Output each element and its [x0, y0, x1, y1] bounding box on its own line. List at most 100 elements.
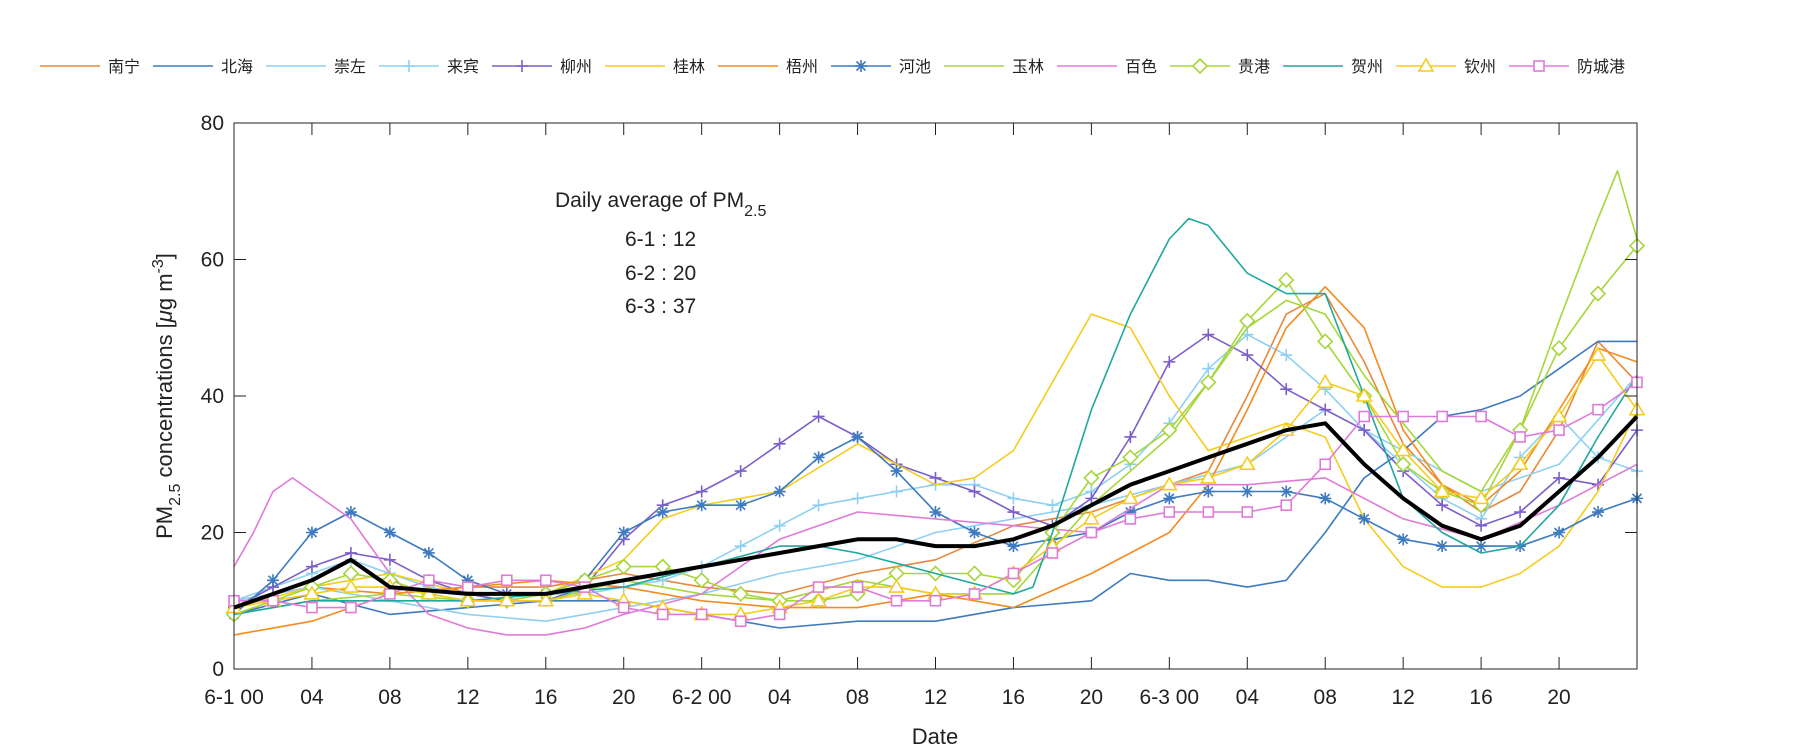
x-tick-label: 12 [456, 686, 479, 709]
series-4-point [1202, 328, 1215, 341]
x-tick-label: 04 [300, 686, 324, 709]
x-tick-label: 12 [924, 686, 947, 709]
series-7-point [305, 526, 318, 539]
legend-label: 贵港 [1238, 58, 1270, 76]
series-14 [233, 415, 1639, 610]
series-13-point [539, 574, 552, 587]
annotation-line-2: 6-2 : 20 [625, 262, 696, 285]
y-axis-title-rest: concentrations [ [152, 322, 177, 483]
series-12-point [1316, 373, 1334, 389]
legend-label: 钦州 [1464, 58, 1496, 76]
series-7-point [851, 430, 864, 443]
legend-entry: 桂林 [605, 58, 705, 76]
series-7-point [1202, 485, 1215, 498]
series-7-point [1280, 485, 1293, 498]
series-4-point [1475, 519, 1488, 532]
series-12-point [1160, 476, 1178, 491]
series-13-point [929, 594, 942, 607]
series-4-point [1553, 471, 1566, 484]
series-7-point [1358, 512, 1371, 525]
y-tick-label: 20 [201, 522, 224, 545]
series-7-point [656, 506, 669, 519]
legend-entry: 河池 [831, 58, 931, 76]
x-tick-label: 16 [1469, 686, 1492, 709]
series-4-point [1436, 499, 1449, 512]
y-tick-label: 80 [201, 112, 224, 135]
series-3-point [812, 499, 825, 512]
series-10-point [1122, 449, 1139, 466]
legend-label: 贺州 [1351, 58, 1383, 76]
legend: 南宁 北海 崇左 来宾 柳州 桂林 梧州 河池 玉林 百色 贵港 贺州 钦州 防城港 [40, 57, 1625, 76]
series-7-point [383, 526, 396, 539]
series-12-point [810, 592, 827, 607]
series-10-point [1317, 333, 1334, 350]
series-13-point [1124, 513, 1137, 525]
legend-marker [1533, 60, 1545, 72]
legend-marker [855, 60, 867, 72]
legend-entry: 贺州 [1283, 58, 1383, 76]
y-axis-title-sup: -3 [150, 259, 167, 273]
series-10-point [1589, 285, 1607, 302]
x-tick-label: 6-2 00 [672, 686, 732, 709]
series-13-point [345, 601, 357, 614]
series-13-point [1202, 506, 1215, 518]
series-13-point [1514, 431, 1526, 443]
series-7-point [1397, 533, 1410, 546]
series-4-point [812, 410, 825, 423]
series-13-point [617, 601, 630, 614]
series-12-point [1121, 489, 1139, 505]
series-3-point [1202, 362, 1215, 375]
annotation-title: Daily average of PM2.5 [555, 189, 766, 220]
series-12-point [1199, 469, 1217, 484]
legend-label: 梧州 [786, 58, 818, 76]
series-1-line [233, 340, 1637, 629]
series-4-point [968, 485, 981, 498]
series-7-point [734, 499, 747, 512]
series-13-point [462, 581, 474, 593]
series-4-point [1358, 424, 1371, 437]
legend-entry: 柳州 [492, 58, 592, 76]
series-13-point [1436, 410, 1448, 423]
annotation-title-main: Daily average of PM [555, 189, 744, 212]
series-7-point [1553, 526, 1566, 539]
series-13-point [1475, 410, 1487, 423]
series-5 [233, 313, 1638, 609]
x-tick-label: 04 [1236, 686, 1260, 709]
series-7 [228, 430, 1643, 621]
annotation: Daily average of PM2.5 6-1 : 12 6-2 : 20… [555, 189, 766, 318]
legend-label: 来宾 [447, 58, 479, 76]
series-7-point [617, 526, 630, 539]
series-7-point [1436, 540, 1449, 553]
legend-marker [516, 60, 528, 72]
y-axis-title-sub: 2.5 [167, 484, 184, 506]
series-13-point [1553, 424, 1565, 436]
series-13-point [695, 608, 708, 621]
x-tick-label: 16 [1002, 686, 1025, 709]
series-7-point [344, 506, 357, 519]
series-12-point [1589, 346, 1607, 361]
x-tick-label: 6-3 00 [1140, 686, 1200, 709]
series-13-point [1592, 403, 1604, 416]
series-10-point [1278, 271, 1295, 289]
series-7-point [1592, 506, 1605, 519]
y-axis-title-unit: g m [152, 273, 177, 310]
series-4-point [734, 465, 747, 478]
legend-entry: 崇左 [266, 58, 366, 76]
series-12-point [342, 578, 360, 593]
series-7-point [773, 485, 786, 498]
series-4-point [383, 553, 396, 566]
series-7-point [1007, 540, 1020, 553]
series-8-line [233, 170, 1638, 616]
series-11-line [233, 217, 1638, 616]
series-5-line [233, 313, 1638, 609]
series-7-point [461, 574, 474, 587]
series-10-point [1239, 312, 1256, 330]
legend-label: 桂林 [673, 58, 705, 76]
x-axis-title: Date [912, 724, 958, 749]
x-tick-label: 12 [1391, 686, 1414, 709]
series-10-point [1550, 340, 1568, 357]
series-12-point [888, 578, 905, 593]
x-tick-label: 6-1 00 [204, 686, 264, 709]
